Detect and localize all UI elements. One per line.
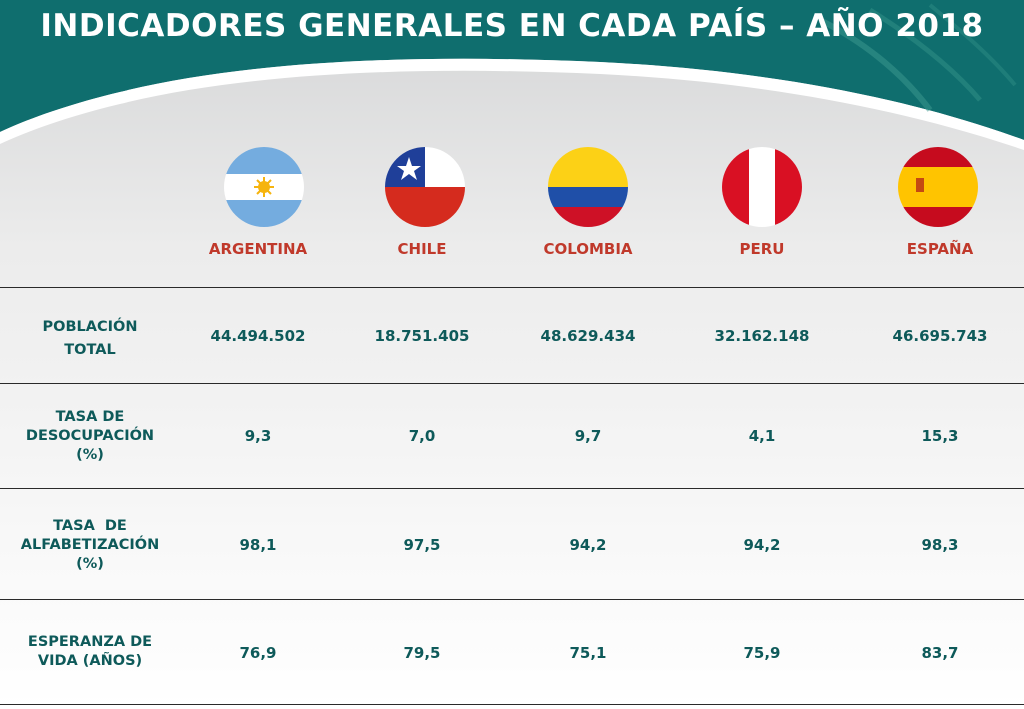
- cell-poblacion-argentina: 44.494.502: [210, 327, 306, 345]
- cell-alfabetizacion-espana: 98,3: [921, 536, 959, 554]
- header-banner: INDICADORES GENERALES EN CADA PAÍS – AÑO…: [0, 0, 1024, 150]
- table-divider: [0, 383, 1024, 384]
- country-name-chile: CHILE: [397, 240, 447, 258]
- cell-desocupacion-peru: 4,1: [748, 427, 776, 445]
- table-divider: [0, 599, 1024, 600]
- cell-alfabetizacion-argentina: 98,1: [239, 536, 277, 554]
- spain-flag-icon: [898, 147, 978, 227]
- cell-esperanza-peru: 75,9: [743, 644, 781, 662]
- cell-poblacion-colombia: 48.629.434: [540, 327, 636, 345]
- cell-alfabetizacion-chile: 97,5: [403, 536, 441, 554]
- country-name-espana: ESPAÑA: [906, 240, 974, 258]
- cell-esperanza-colombia: 75,1: [569, 644, 607, 662]
- cell-alfabetizacion-colombia: 94,2: [569, 536, 607, 554]
- colombia-flag-icon: [548, 147, 628, 227]
- page-title: INDICADORES GENERALES EN CADA PAÍS – AÑO…: [40, 8, 984, 44]
- country-name-colombia: COLOMBIA: [543, 240, 633, 258]
- chile-flag-icon: [385, 147, 465, 227]
- cell-desocupacion-argentina: 9,3: [244, 427, 272, 445]
- row-label-desocupacion: TASA DE DESOCUPACIÓN (%): [25, 409, 155, 463]
- table-divider: [0, 287, 1024, 288]
- country-name-argentina: ARGENTINA: [208, 240, 308, 258]
- cell-esperanza-chile: 79,5: [403, 644, 441, 662]
- cell-poblacion-espana: 46.695.743: [892, 327, 988, 345]
- row-label-alfabetizacion: TASA DE ALFABETIZACIÓN (%): [20, 518, 160, 572]
- cell-desocupacion-colombia: 9,7: [574, 427, 602, 445]
- header-swoosh-graphic: [0, 0, 1024, 150]
- table-divider: [0, 704, 1024, 705]
- cell-esperanza-argentina: 76,9: [239, 644, 277, 662]
- argentina-flag-icon: [224, 147, 304, 227]
- cell-esperanza-espana: 83,7: [921, 644, 959, 662]
- country-name-peru: PERU: [739, 240, 785, 258]
- cell-poblacion-chile: 18.751.405: [374, 327, 470, 345]
- cell-alfabetizacion-peru: 94,2: [743, 536, 781, 554]
- cell-desocupacion-espana: 15,3: [921, 427, 959, 445]
- row-label-poblacion: POBLACIÓN TOTAL: [42, 319, 138, 358]
- row-label-esperanza: ESPERANZA DE VIDA (AÑOS): [27, 634, 153, 669]
- cell-poblacion-peru: 32.162.148: [714, 327, 810, 345]
- table-divider: [0, 488, 1024, 489]
- cell-desocupacion-chile: 7,0: [408, 427, 436, 445]
- peru-flag-icon: [722, 147, 802, 227]
